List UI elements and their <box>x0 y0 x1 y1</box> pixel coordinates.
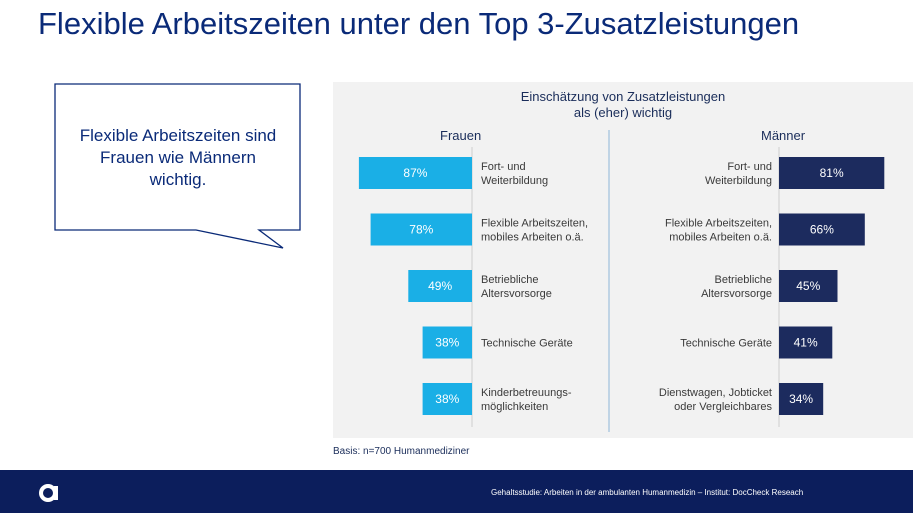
data-label: 49% <box>428 279 452 293</box>
doccheck-logo-icon <box>39 484 58 502</box>
data-label: 41% <box>794 336 818 350</box>
category-label: Betriebliche Altersvorsorge <box>701 274 772 300</box>
category-label: Dienstwagen, Jobticket oder Vergleichbare… <box>659 387 773 413</box>
basis-note: Basis: n=700 Humanmediziner <box>333 446 470 457</box>
chart-panel: Einschätzung von Zusatzleistungen als (e… <box>333 82 913 438</box>
callout-box: Flexible Arbeitszeiten sind Frauen wie M… <box>54 83 304 253</box>
category-label: Fort- und Weiterbildung <box>705 161 772 187</box>
callout-line: wichtig. <box>149 170 207 189</box>
category-label: Fort- und Weiterbildung <box>481 161 548 187</box>
bar <box>779 157 885 189</box>
category-label: Flexible Arbeitszeiten, mobiles Arbeiten … <box>665 218 772 244</box>
category-label: Betriebliche Altersvorsorge <box>481 274 552 300</box>
chart-title-line: als (eher) wichtig <box>573 105 673 120</box>
chart-title: Einschätzung von Zusatzleistungen als (e… <box>483 89 763 121</box>
bar <box>779 326 833 359</box>
data-label: 87% <box>403 166 427 180</box>
data-label: 45% <box>796 279 820 293</box>
bar <box>422 383 472 415</box>
category-label-line: Weiterbildung <box>705 175 772 187</box>
category-label: Technische Geräte <box>481 338 573 350</box>
category-label-line: Altersvorsorge <box>481 288 552 300</box>
bar <box>779 213 865 246</box>
bar <box>779 270 838 302</box>
category-label-line: Kinderbetreuungs- <box>481 387 572 399</box>
category-label-line: Fort- und <box>481 161 526 173</box>
group-label-frauen: Frauen <box>440 128 482 143</box>
category-label-line: Flexible Arbeitszeiten, <box>665 218 772 230</box>
category-label: Kinderbetreuungs-möglichkeiten <box>481 387 572 413</box>
bar <box>408 270 472 302</box>
chart-title-line: Einschätzung von Zusatzleistungen <box>520 89 726 104</box>
bar <box>779 383 824 415</box>
bar <box>358 157 472 189</box>
category-label-line: Betriebliche <box>715 274 772 286</box>
category-label-line: mobiles Arbeiten o.ä. <box>481 232 584 244</box>
category-label-line: Flexible Arbeitszeiten, <box>481 218 588 230</box>
bar <box>422 326 472 359</box>
category-label: Flexible Arbeitszeiten, mobiles Arbeiten … <box>481 218 588 244</box>
bar-chart: 87% Fort- und Weiterbildung 78% Flexible Arb… <box>358 130 885 432</box>
category-label-line: Technische Geräte <box>481 338 573 350</box>
callout-shape <box>54 83 301 249</box>
data-label: 38% <box>435 336 459 350</box>
category-label: Technische Geräte <box>680 338 772 350</box>
callout-text: Flexible Arbeitszeiten sind Frauen wie M… <box>60 125 296 191</box>
category-label-line: Dienstwagen, Jobticket <box>659 387 772 399</box>
callout-line: Frauen wie Männern <box>100 148 256 167</box>
category-label-line: oder Vergleichbares <box>674 401 772 413</box>
category-label-line: Altersvorsorge <box>701 288 772 300</box>
data-label: 78% <box>409 223 433 237</box>
data-label: 34% <box>789 392 813 406</box>
bar <box>370 213 472 246</box>
category-label-line: Weiterbildung <box>481 175 548 187</box>
category-label-line: Betriebliche <box>481 274 538 286</box>
footer-text: Gehaltsstudie: Arbeiten in der ambulante… <box>491 488 804 497</box>
data-label: 38% <box>435 392 459 406</box>
page-title: Flexible Arbeitszeiten unter den Top 3-Z… <box>38 6 800 41</box>
footer-bar: Gehaltsstudie: Arbeiten in der ambulante… <box>0 470 913 513</box>
category-label-line: mobiles Arbeiten o.ä. <box>669 232 772 244</box>
group-label-maenner: Männer <box>761 128 806 143</box>
category-label-line: Technische Geräte <box>680 338 772 350</box>
data-label: 66% <box>810 223 834 237</box>
category-label-line: Fort- und <box>727 161 772 173</box>
callout-line: Flexible Arbeitszeiten sind <box>79 126 277 145</box>
category-label-line: möglichkeiten <box>481 401 548 413</box>
data-label: 81% <box>820 166 844 180</box>
